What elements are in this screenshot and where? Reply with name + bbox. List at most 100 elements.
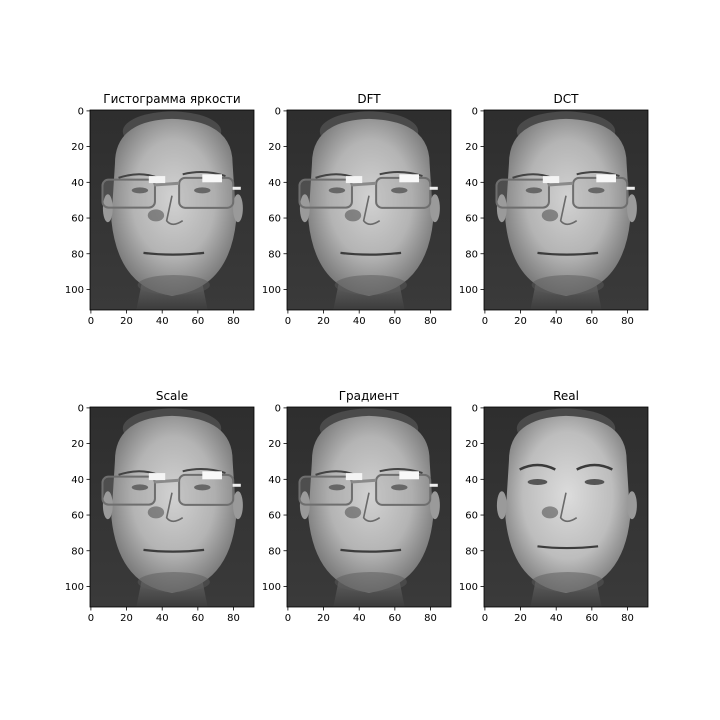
left-lens (495, 178, 550, 209)
glasses-reflection (202, 471, 222, 480)
panel-title: DCT (554, 92, 580, 106)
left-eye (328, 187, 346, 194)
axes-frame (483, 406, 649, 608)
y-tick-label: 80 (71, 546, 84, 557)
panel-gradient: Градиент 0 20 40 60 80 0 20 40 60 80 100 (262, 389, 452, 624)
x-tick-label: 0 (88, 613, 94, 624)
glasses-reflection (542, 176, 560, 184)
left-lens (298, 475, 353, 506)
panel-title: Real (553, 389, 579, 403)
left-eye (131, 187, 149, 194)
y-tick-label: 80 (465, 249, 478, 260)
glasses-bridge (351, 181, 377, 187)
face (505, 415, 631, 593)
axes-frame (89, 109, 255, 311)
axes-frame (286, 109, 452, 311)
right-eye (588, 187, 605, 194)
chin-shadow (334, 275, 407, 295)
chin-shadow (531, 275, 604, 295)
x-tick-label: 40 (550, 613, 563, 624)
x-tick-label: 60 (191, 613, 204, 624)
glasses-reflection (148, 176, 166, 184)
right-ear (627, 491, 637, 520)
right-eye (391, 484, 408, 491)
x-tick-label: 40 (550, 316, 563, 327)
y-tick-label: 40 (71, 475, 84, 486)
panel-real: Real 0 20 40 60 80 0 20 40 60 80 100 (459, 389, 649, 624)
panel-title: DFT (357, 92, 381, 106)
y-tick-label: 60 (71, 511, 84, 522)
y-tick-label: 0 (78, 106, 84, 117)
x-tick-label: 80 (424, 613, 437, 624)
y-tick-label: 100 (459, 285, 478, 296)
left-lens (101, 475, 156, 506)
mouth (537, 251, 599, 256)
right-lens (178, 176, 235, 209)
x-tick-label: 80 (621, 613, 634, 624)
x-tick-label: 0 (88, 316, 94, 327)
right-eyebrow (576, 463, 613, 471)
glasses-bridge (351, 478, 377, 484)
y-tick-label: 100 (65, 285, 84, 296)
y-tick-label: 20 (268, 142, 281, 153)
nose-shadow (541, 506, 559, 519)
y-tick-label: 60 (71, 214, 84, 225)
panel-dct: DCT 0 20 40 60 80 0 20 40 60 80 100 (459, 92, 649, 327)
face (111, 415, 237, 593)
right-ear (430, 491, 440, 520)
x-tick-label: 0 (482, 316, 488, 327)
y-tick-label: 80 (71, 249, 84, 260)
y-tick-label: 60 (268, 214, 281, 225)
glasses-bridge (548, 181, 574, 187)
glasses-reflection (232, 483, 241, 487)
left-ear (496, 491, 507, 520)
face (308, 118, 434, 296)
nose-shadow (344, 209, 362, 222)
y-tick-label: 40 (465, 178, 478, 189)
glasses-reflection (148, 473, 166, 481)
x-tick-label: 60 (585, 613, 598, 624)
x-tick-label: 60 (388, 316, 401, 327)
x-tick-label: 0 (482, 613, 488, 624)
y-tick-label: 0 (275, 403, 281, 414)
glasses-reflection (345, 176, 363, 184)
mouth (143, 548, 205, 553)
x-tick-label: 0 (285, 613, 291, 624)
x-tick-label: 60 (191, 316, 204, 327)
panel-histogram: Гистограмма яркости 0 20 40 60 80 0 20 40 60 80 100 (65, 92, 255, 327)
glasses-reflection (399, 174, 419, 183)
nose-shadow (147, 506, 165, 519)
nose-shadow (541, 209, 559, 222)
y-tick-label: 80 (465, 546, 478, 557)
left-lens (298, 178, 353, 209)
nose-shadow (344, 506, 362, 519)
glasses-reflection (429, 186, 438, 190)
mouth (340, 548, 402, 553)
glasses-bridge (154, 478, 180, 484)
x-tick-label: 60 (585, 316, 598, 327)
y-tick-label: 20 (268, 439, 281, 450)
mouth (143, 251, 205, 256)
y-tick-label: 100 (65, 582, 84, 593)
right-ear (233, 491, 243, 520)
right-ear (627, 194, 637, 223)
chin-shadow (137, 572, 210, 592)
y-tick-label: 100 (262, 285, 281, 296)
axes-frame (286, 406, 452, 608)
face-image (484, 407, 648, 607)
chin-shadow (531, 572, 604, 592)
nose-shadow (147, 209, 165, 222)
left-lens (101, 178, 156, 209)
face-image (90, 110, 254, 310)
y-tick-label: 80 (268, 249, 281, 260)
right-lens (572, 176, 629, 209)
right-eye (584, 479, 605, 485)
face-image (90, 407, 254, 607)
axes-frame (483, 109, 649, 311)
y-tick-label: 100 (459, 582, 478, 593)
face (505, 118, 631, 296)
x-tick-label: 20 (317, 316, 330, 327)
mouth (340, 251, 402, 256)
chin-shadow (137, 275, 210, 295)
